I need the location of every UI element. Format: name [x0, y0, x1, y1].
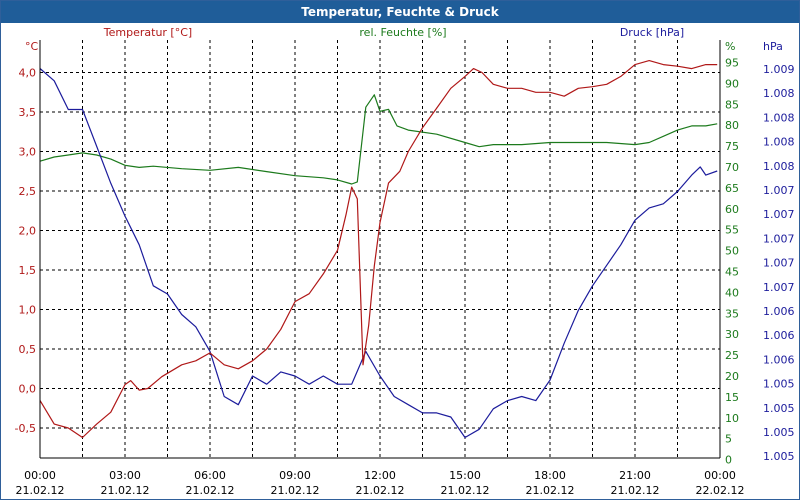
temperature-unit: °C — [25, 40, 39, 53]
date-tick-label: 21.02.12 — [16, 484, 65, 497]
temperature-tick-label: 3,0 — [19, 146, 37, 159]
humidity-tick-label: 95 — [725, 57, 739, 70]
series-lines — [39, 59, 718, 439]
pressure-tick-label: 1.007 — [763, 257, 795, 270]
series-line-temperature — [39, 59, 718, 439]
time-tick-label: 03:00 — [109, 469, 141, 482]
pressure-tick-label: 1.005 — [763, 402, 795, 415]
humidity-tick-label: 15 — [725, 391, 739, 404]
pressure-axis: 1.009 1.008 1.008 1.008 1.008 1.007 1.007 1.007… — [763, 40, 795, 463]
humidity-tick-label: 55 — [725, 224, 739, 237]
temperature-tick-label: -0,5 — [15, 422, 36, 435]
humidity-tick-label: 40 — [725, 286, 739, 299]
temperature-tick-label: 2,0 — [19, 225, 37, 238]
humidity-tick-label: 25 — [725, 349, 739, 362]
humidity-tick-label: 30 — [725, 328, 739, 341]
time-axis: 00:00 21.02.12 03:00 21.02.12 06:00 21.02.12 0… — [16, 469, 745, 497]
pressure-tick-label: 1.005 — [763, 378, 795, 391]
humidity-tick-label: 20 — [725, 370, 739, 383]
series-header: Temperatur [°C] — [103, 26, 192, 39]
humidity-tick-label: 60 — [725, 203, 739, 216]
pressure-tick-label: 1.006 — [763, 305, 795, 318]
date-tick-label: 21.02.12 — [186, 484, 235, 497]
date-tick-label: 21.02.12 — [271, 484, 320, 497]
pressure-tick-label: 1.008 — [763, 136, 795, 149]
pressure-tick-label: 1.005 — [763, 426, 795, 439]
time-tick-label: 21:00 — [619, 469, 651, 482]
time-tick-label: 00:00 — [704, 469, 736, 482]
time-tick-label: 15:00 — [449, 469, 481, 482]
time-tick-label: 06:00 — [194, 469, 226, 482]
pressure-tick-label: 1.007 — [763, 208, 795, 221]
humidity-tick-label: 90 — [725, 77, 739, 90]
time-tick-label: 09:00 — [279, 469, 311, 482]
time-tick-label: 12:00 — [364, 469, 396, 482]
humidity-tick-label: 85 — [725, 98, 739, 111]
humidity-tick-label: 0 — [725, 454, 732, 467]
humidity-tick-label: 45 — [725, 266, 739, 279]
pressure-tick-label: 1.007 — [763, 281, 795, 294]
humidity-tick-label: 75 — [725, 140, 739, 153]
humidity-tick-label: 50 — [725, 245, 739, 258]
date-tick-label: 21.02.12 — [441, 484, 490, 497]
humidity-tick-label: 5 — [725, 433, 732, 446]
pressure-tick-label: 1.007 — [763, 232, 795, 245]
series-header: rel. Feuchte [%] — [359, 26, 446, 39]
pressure-tick-label: 1.008 — [763, 111, 795, 124]
temperature-tick-label: 0,0 — [19, 383, 37, 396]
title-bar: Temperatur, Feuchte & Druck — [1, 1, 799, 23]
temperature-tick-label: 1,5 — [19, 264, 37, 277]
humidity-tick-label: 65 — [725, 182, 739, 195]
pressure-tick-label: 1.008 — [763, 160, 795, 173]
temperature-tick-label: 1,0 — [19, 304, 37, 317]
axis-headers: Temperatur [°C] rel. Feuchte [%] Druck [hP… — [103, 26, 684, 39]
temperature-tick-label: 4,0 — [19, 67, 37, 80]
temperature-tick-label: 2,5 — [19, 185, 37, 198]
time-tick-label: 18:00 — [534, 469, 566, 482]
chart-title: Temperatur, Feuchte & Druck — [301, 5, 499, 19]
date-tick-label: 21.02.12 — [611, 484, 660, 497]
series-line-humidity — [39, 94, 718, 185]
humidity-tick-label: 80 — [725, 119, 739, 132]
humidity-tick-label: 10 — [725, 412, 739, 425]
pressure-tick-label: 1.007 — [763, 184, 795, 197]
series-line-pressure — [39, 68, 718, 439]
date-tick-label: 21.02.12 — [356, 484, 405, 497]
temperature-tick-label: 3,5 — [19, 106, 37, 119]
pressure-tick-label: 1.009 — [763, 63, 795, 76]
pressure-unit: hPa — [763, 40, 783, 53]
pressure-tick-label: 1.006 — [763, 329, 795, 342]
date-tick-label: 22.02.12 — [696, 484, 745, 497]
date-tick-label: 21.02.12 — [101, 484, 150, 497]
temperature-tick-label: 0,5 — [19, 343, 37, 356]
series-header: Druck [hPa] — [620, 26, 684, 39]
time-tick-label: 00:00 — [24, 469, 56, 482]
pressure-tick-label: 1.008 — [763, 87, 795, 100]
humidity-tick-label: 35 — [725, 307, 739, 320]
humidity-unit: % — [725, 40, 735, 53]
pressure-tick-label: 1.006 — [763, 353, 795, 366]
gridlines — [40, 40, 720, 459]
date-tick-label: 21.02.12 — [526, 484, 575, 497]
humidity-tick-label: 70 — [725, 161, 739, 174]
pressure-tick-label: 1.005 — [763, 450, 795, 463]
temperature-axis: 4,0 3,5 3,0 2,5 2,0 1,5 1,0 0,5 0,0 -0,5 °C — [15, 40, 39, 435]
